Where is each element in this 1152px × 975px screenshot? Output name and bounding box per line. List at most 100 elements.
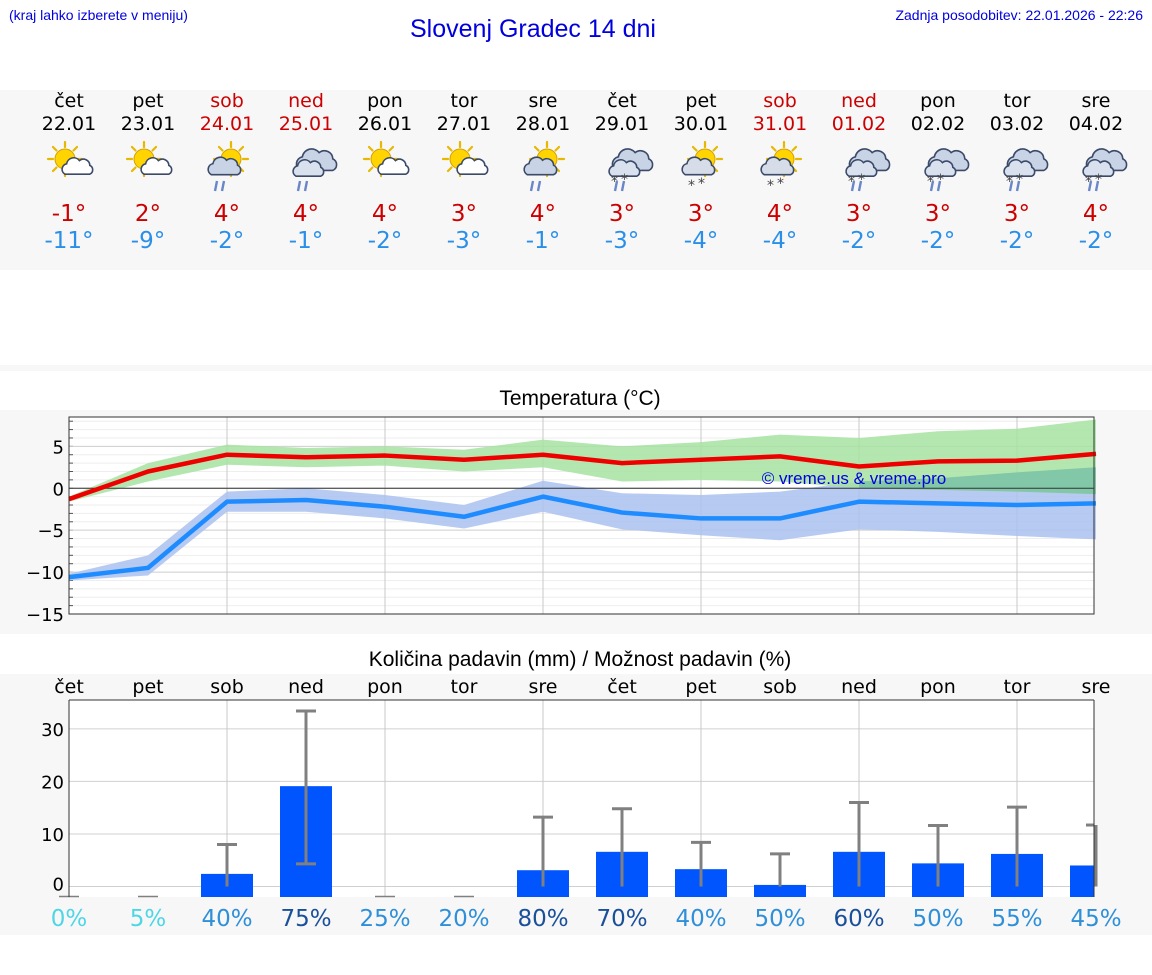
- rain-drop: [296, 180, 302, 192]
- cloud-shape: [681, 156, 716, 176]
- rain-drop: [1087, 180, 1093, 192]
- min-temp: -2°: [368, 228, 402, 254]
- rain-drop: [620, 180, 626, 192]
- snow-flake: *: [777, 176, 784, 192]
- precip-probability: 40%: [675, 906, 726, 932]
- snow-flake: *: [1006, 174, 1013, 190]
- rain-drop: [857, 180, 863, 192]
- sun-snow-icon: * *: [760, 140, 803, 194]
- precip-probability: 5%: [130, 906, 167, 932]
- y-tick-label: 0: [53, 874, 64, 895]
- temperature-chart-title: Temperatura (°C): [499, 387, 661, 410]
- y-tick-label: −5: [37, 521, 64, 542]
- rain-drop: [936, 180, 942, 192]
- cloud-shape: [61, 157, 94, 175]
- max-temp: 4°: [293, 201, 319, 227]
- sun-ray: [446, 166, 453, 173]
- rain-drop: [929, 180, 935, 192]
- rain-drop: [613, 180, 619, 192]
- max-temp: 4°: [1083, 201, 1109, 227]
- cloud-sleet-icon: * *: [845, 148, 891, 192]
- day-date: 29.01: [595, 113, 649, 135]
- day-name: pon: [920, 90, 956, 112]
- precip-probability: 0%: [51, 906, 88, 932]
- rain-drop: [1094, 180, 1100, 192]
- min-temp: -2°: [1079, 228, 1113, 254]
- y-tick-label: 20: [41, 772, 64, 793]
- sun-ray: [554, 145, 561, 152]
- cloud-sleet-icon: * *: [924, 148, 970, 192]
- day-date: 27.01: [437, 113, 491, 135]
- min-temp: -11°: [44, 228, 93, 254]
- precip-probability: 20%: [438, 906, 489, 932]
- sun-ray: [691, 145, 698, 152]
- sun-cloud-icon: [125, 140, 173, 178]
- cloud-shape: [456, 157, 489, 175]
- snow-flake: *: [611, 174, 618, 190]
- snow-flake: *: [927, 174, 934, 190]
- day-date: 31.01: [753, 113, 807, 135]
- sun-ray: [51, 166, 58, 173]
- max-temp: 3°: [846, 201, 872, 227]
- min-temperature-band: [69, 467, 1096, 581]
- rain-drop: [1008, 180, 1014, 192]
- snow-flake: *: [621, 172, 628, 188]
- day-label: čet: [607, 676, 637, 698]
- max-temp: 4°: [214, 201, 240, 227]
- day-name: pet: [132, 90, 163, 112]
- day-label: sre: [529, 676, 558, 698]
- cloud-rain-icon: [292, 148, 338, 192]
- day-label: pet: [685, 676, 716, 698]
- day-name: pet: [685, 90, 716, 112]
- precip-probability: 50%: [754, 906, 805, 932]
- day-name: čet: [54, 90, 84, 112]
- day-name: ned: [288, 90, 324, 112]
- y-tick-label: −15: [26, 605, 64, 626]
- cloud-sleet-icon: * *: [1082, 148, 1128, 192]
- cloud-shape: [140, 157, 173, 175]
- min-temp: -9°: [131, 228, 165, 254]
- y-tick-label: 5: [53, 437, 64, 458]
- snow-flake: *: [698, 176, 705, 192]
- min-temp: -3°: [447, 228, 481, 254]
- sun-ray: [367, 145, 374, 152]
- cloud-shape: [377, 157, 410, 175]
- day-label: tor: [1004, 676, 1031, 698]
- page-title: Slovenj Gradec 14 dni: [410, 15, 656, 43]
- min-temperature-line: [68, 494, 1097, 580]
- sun-ray: [388, 145, 395, 152]
- precip-bar: [754, 884, 806, 897]
- separator-band: [0, 365, 1152, 371]
- precip-probability: 45%: [1070, 906, 1121, 932]
- day-date: 30.01: [674, 113, 728, 135]
- precipitation-chart-title: Količina padavin (mm) / Možnost padavin …: [368, 648, 792, 671]
- day-label: pon: [920, 676, 956, 698]
- cloud-shape: [845, 159, 878, 177]
- day-date: 04.02: [1069, 113, 1123, 135]
- day-name: pon: [367, 90, 403, 112]
- rain-drop: [220, 180, 226, 192]
- max-temp: 3°: [609, 201, 635, 227]
- sun-ray: [151, 145, 158, 152]
- cloud-shape: [924, 159, 957, 177]
- max-temp: 3°: [688, 201, 714, 227]
- day-name: ned: [841, 90, 877, 112]
- day-name: sob: [210, 90, 244, 112]
- max-temperature-line: [68, 451, 1097, 502]
- day-label: sob: [210, 676, 244, 698]
- day-label: ned: [288, 676, 324, 698]
- copyright-notice: © vreme.us & vreme.pro: [762, 469, 946, 488]
- sun-ray: [51, 145, 58, 152]
- rain-drop: [213, 180, 219, 192]
- snow-flake: *: [1085, 174, 1092, 190]
- sun-ray: [533, 145, 540, 152]
- rain-drop: [529, 180, 535, 192]
- sun-ray: [446, 145, 453, 152]
- rain-drop: [1015, 180, 1021, 192]
- rain-drop: [536, 180, 542, 192]
- max-temp: -1°: [52, 201, 86, 227]
- sun-ray: [130, 166, 137, 173]
- sun-ray: [770, 145, 777, 152]
